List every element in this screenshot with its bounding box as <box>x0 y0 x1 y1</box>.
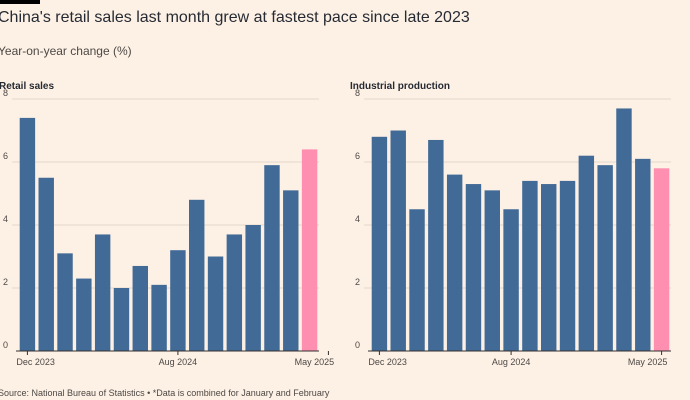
y-tick-label: 2 <box>355 277 360 287</box>
bar <box>245 225 261 351</box>
bar <box>94 234 111 351</box>
y-tick-label: 6 <box>3 151 8 161</box>
y-tick-label: 4 <box>355 214 360 224</box>
x-tick-label: Aug 2024 <box>159 357 198 367</box>
y-tick-label: 0 <box>355 340 360 350</box>
bar <box>653 168 670 351</box>
x-tick-label: Dec 2023 <box>16 357 55 367</box>
panel-title: Retail sales <box>0 81 54 92</box>
retail-sales-panel: Retail sales 0 2 4 6 8 Dec 2023 Aug 2024 May 202… <box>0 81 334 367</box>
bar <box>446 174 463 351</box>
bar <box>151 284 167 351</box>
bar <box>578 155 595 351</box>
chart-subtitle: Year-on-year change (%) <box>0 44 132 58</box>
bar <box>38 177 54 351</box>
bar <box>597 165 613 351</box>
y-tick-label: 8 <box>355 88 360 98</box>
bar <box>226 234 243 351</box>
x-tick-label: May 2025 <box>628 357 668 367</box>
bar <box>371 136 388 351</box>
bar <box>132 265 148 351</box>
y-tick-label: 0 <box>3 340 8 350</box>
bar <box>635 158 651 351</box>
bar <box>76 278 92 351</box>
bar <box>390 130 406 351</box>
bar <box>264 165 280 351</box>
bar <box>503 209 519 351</box>
bar <box>113 288 130 351</box>
bar <box>409 209 425 351</box>
bar <box>301 149 318 351</box>
x-tick-label: Dec 2023 <box>368 357 407 367</box>
bar <box>428 139 444 351</box>
source-note: Source: National Bureau of Statistics • … <box>0 388 330 398</box>
brand-bar <box>0 0 40 4</box>
bar <box>522 180 538 351</box>
y-tick-label: 8 <box>3 88 8 98</box>
bar <box>559 180 576 351</box>
bar <box>170 250 186 351</box>
bar <box>189 199 205 351</box>
bar <box>484 190 500 351</box>
panel-title: Industrial production <box>350 81 450 92</box>
x-tick-label: Aug 2024 <box>492 357 531 367</box>
bar <box>541 184 557 351</box>
bar <box>283 190 299 351</box>
bar <box>465 184 482 351</box>
y-tick-label: 4 <box>3 214 8 224</box>
bar <box>57 253 73 351</box>
bar <box>616 108 632 351</box>
industrial-production-panel: Industrial production 0 2 4 6 8 Dec 2023 Aug 20… <box>350 81 671 367</box>
bar <box>207 256 224 351</box>
bar <box>19 117 36 352</box>
y-tick-label: 2 <box>3 277 8 287</box>
x-tick-label: May 2025 <box>295 357 335 367</box>
chart-title: China's retail sales last month grew at … <box>0 9 470 26</box>
y-tick-label: 6 <box>355 151 360 161</box>
